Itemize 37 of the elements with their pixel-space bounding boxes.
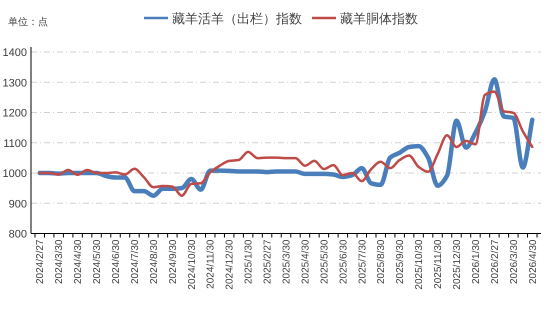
y-tick-label: 800 <box>8 228 27 240</box>
x-tick-label: 2025/7/30 <box>357 239 368 284</box>
x-tick-label: 2025/8/30 <box>376 239 388 284</box>
x-tick-label: 2025/10/30 <box>414 239 426 290</box>
x-tick-label: 2024/8/30 <box>148 239 160 284</box>
y-tick-label: 1300 <box>2 77 27 90</box>
x-tick-label: 2024/12/30 <box>224 239 236 290</box>
legend-label: 藏羊活羊（出栏）指数 <box>172 11 302 26</box>
x-tick-label: 2025/9/30 <box>395 239 406 284</box>
x-tick-label: 2024/11/30 <box>206 239 217 289</box>
text: 单位：点 <box>8 16 48 28</box>
x-tick-label: 2024/3/30 <box>54 239 66 284</box>
x-tick-label: 2026/4/30 <box>528 239 539 284</box>
x-tick-label: 2025/3/30 <box>282 239 292 284</box>
x-tick-label: 2025/6/30 <box>338 239 350 284</box>
x-tick-label: 2024/4/30 <box>73 239 84 284</box>
y-tick-label: 1200 <box>2 108 27 120</box>
y-tick-label: 1400 <box>2 47 27 59</box>
x-tick-label: 2026/1/30 <box>470 239 482 284</box>
x-tick-label: 2025/12/30 <box>452 239 463 290</box>
x-tick-label: 2024/10/30 <box>186 239 198 290</box>
y-tick-label: 1000 <box>2 168 27 180</box>
x-tick-label: 2024/6/30 <box>111 239 122 284</box>
y-tick-label: 1100 <box>3 138 27 150</box>
x-tick-label: 2024/7/30 <box>130 239 141 284</box>
x-tick-label: 2026/2/27 <box>490 239 501 284</box>
x-tick-label: 2025/4/30 <box>300 239 312 284</box>
x-tick-label: 2025/5/30 <box>319 239 330 284</box>
x-tick-label: 2025/2/27 <box>262 239 274 284</box>
x-tick-label: 2025/11/30 <box>433 239 444 289</box>
x-tick-label: 2025/1/30 <box>244 239 255 284</box>
y-tick-label: 900 <box>8 198 27 210</box>
legend-label: 藏羊胴体指数 <box>340 11 418 26</box>
x-tick-label: 2026/3/30 <box>508 239 520 284</box>
x-tick-label: 2024/5/30 <box>92 239 104 284</box>
x-tick-label: 2024/9/30 <box>168 239 179 284</box>
x-tick-label: 2024/2/27 <box>35 239 46 284</box>
